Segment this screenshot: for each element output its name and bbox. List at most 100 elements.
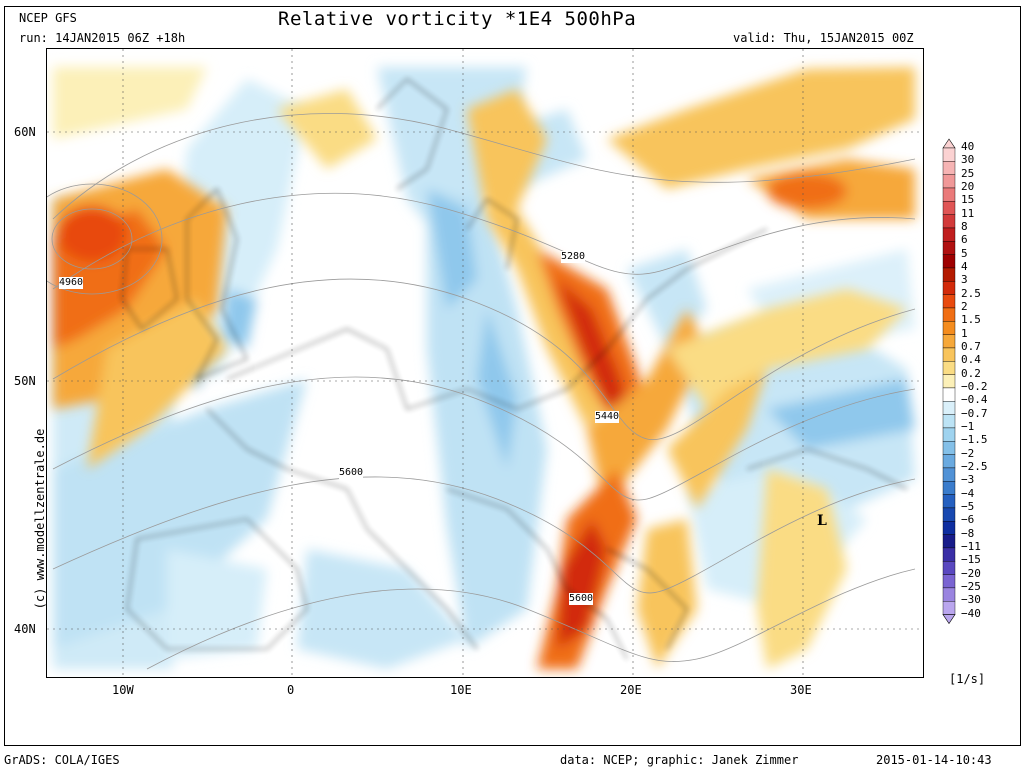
- legend-tick-label: −2.5: [961, 459, 988, 473]
- legend-swatch: [942, 481, 956, 495]
- legend-tick-label: 5: [961, 246, 968, 260]
- legend-tick-label: 30: [961, 153, 975, 167]
- low-pressure-marker: L: [817, 513, 827, 529]
- legend-swatch: [942, 187, 956, 202]
- legend-swatch: [942, 254, 956, 269]
- legend-tick-label: 11: [961, 206, 975, 220]
- legend-swatch: [942, 321, 956, 335]
- height-contours: [47, 113, 916, 670]
- legend-tick-label: 0.4: [961, 353, 981, 367]
- figure-frame: [4, 6, 1021, 746]
- legend-tick-label: 25: [961, 166, 975, 180]
- legend-swatch: [942, 387, 956, 402]
- legend-swatch: [942, 494, 956, 509]
- legend-tick-label: 0.7: [961, 339, 981, 353]
- legend-swatch: [942, 507, 956, 522]
- legend-tick-label: −6: [961, 513, 975, 527]
- legend-tick-label: 0.2: [961, 366, 981, 380]
- legend-tick-label: 40: [961, 140, 975, 153]
- legend-tick-label: −8: [961, 526, 975, 540]
- lon-label-0: 0: [287, 683, 295, 697]
- map-title: Relative vorticity *1E4 500hPa: [278, 8, 637, 30]
- legend-tick-label: 3: [961, 273, 968, 287]
- legend-tick-label: −2: [961, 446, 975, 460]
- lon-label-20e: 20E: [620, 683, 642, 697]
- legend-swatch: [942, 347, 956, 362]
- legend-swatch: [942, 427, 956, 442]
- valid-time: valid: Thu, 15JAN2015 00Z: [733, 31, 914, 45]
- contour-label-4960: 4960: [59, 277, 84, 289]
- legend-tick-label: 20: [961, 179, 975, 193]
- lat-label-40n: 40N: [14, 622, 36, 636]
- legend-swatch: [942, 241, 956, 255]
- run-info: run: 14JAN2015 06Z +18h: [19, 31, 186, 45]
- contour-label-5280: 5280: [561, 251, 586, 263]
- contour-label-5440: 5440: [595, 411, 620, 423]
- legend-swatch: [942, 374, 956, 389]
- legend-swatch: [942, 294, 956, 309]
- legend-swatch: [942, 414, 956, 429]
- legend-top-arrow: [942, 138, 956, 149]
- legend-swatch: [942, 547, 956, 562]
- legend-tick-label: −0.2: [961, 379, 988, 393]
- legend-swatch: [942, 201, 956, 215]
- legend-swatch: [942, 561, 956, 575]
- legend-swatch: [942, 587, 956, 602]
- lon-label-30e: 30E: [790, 683, 812, 697]
- graticule: [47, 49, 923, 677]
- side-credit: (c) www.modellzentrale.de: [33, 428, 47, 610]
- lat-label-50n: 50N: [14, 374, 36, 388]
- lat-label-60n: 60N: [14, 125, 36, 139]
- legend-swatch: [942, 601, 956, 615]
- legend-tick-label: 2.5: [961, 286, 981, 300]
- legend-swatch: [942, 441, 956, 455]
- legend-swatch: [942, 334, 956, 349]
- legend-swatch: [942, 147, 956, 162]
- legend-swatch: [942, 467, 956, 482]
- legend-swatch: [942, 521, 956, 535]
- legend-tick-label: −15: [961, 553, 981, 567]
- legend-tick-label: 2: [961, 299, 968, 313]
- legend-tick-label: 4: [961, 259, 968, 273]
- legend-bottom-arrow: [942, 614, 956, 624]
- legend-tick-label: −1: [961, 419, 975, 433]
- footer-credit: data: NCEP; graphic: Janek Zimmer: [560, 753, 799, 767]
- legend-swatch: [942, 161, 956, 175]
- legend-tick-label: 1: [961, 326, 968, 340]
- legend-tick-label: −30: [961, 593, 981, 607]
- legend-tick-label: −40: [961, 606, 981, 620]
- legend-tick-label: −25: [961, 579, 981, 593]
- legend-tick-label: −0.7: [961, 406, 988, 420]
- footer-software: GrADS: COLA/IGES: [4, 753, 120, 767]
- legend-tick-label: −0.4: [961, 393, 988, 407]
- legend-swatch: [942, 174, 956, 189]
- legend-swatch: [942, 361, 956, 375]
- legend-tick-label: −3: [961, 473, 975, 487]
- lon-label-10w: 10W: [112, 683, 134, 697]
- legend-unit: [1/s]: [949, 672, 986, 686]
- legend-swatch: [942, 281, 956, 295]
- contour-label-5600-south: 5600: [569, 593, 594, 605]
- contour-label-5600-west: 5600: [339, 467, 364, 479]
- legend-colorbar: [942, 138, 956, 624]
- legend-swatch: [942, 401, 956, 415]
- legend-swatch: [942, 227, 956, 242]
- legend-swatch: [942, 574, 956, 589]
- legend-tick-label: −4: [961, 486, 975, 500]
- legend-tick-label: −20: [961, 566, 981, 580]
- legend-tick-label: 1.5: [961, 313, 981, 327]
- legend-swatch: [942, 214, 956, 229]
- legend-tick-label: 6: [961, 233, 968, 247]
- legend-swatch: [942, 307, 956, 322]
- color-legend: 40 30 25 20 15 11 8 6 5 4 3 2.5 2 1.5 1 0.7 0.4 0.2 −0.2 −0…: [942, 138, 1022, 638]
- legend-swatch: [942, 267, 956, 282]
- legend-swatch: [942, 454, 956, 469]
- legend-tick-label: −11: [961, 539, 981, 553]
- legend-swatch: [942, 534, 956, 549]
- lon-label-10e: 10E: [450, 683, 472, 697]
- model-name: NCEP GFS: [19, 11, 77, 25]
- legend-tick-label: −1.5: [961, 433, 988, 447]
- legend-tick-label: −5: [961, 499, 975, 513]
- footer-timestamp: 2015-01-14-10:43: [876, 753, 992, 767]
- vorticity-map: 4960 5280 5440 5600 5600 L: [46, 48, 924, 678]
